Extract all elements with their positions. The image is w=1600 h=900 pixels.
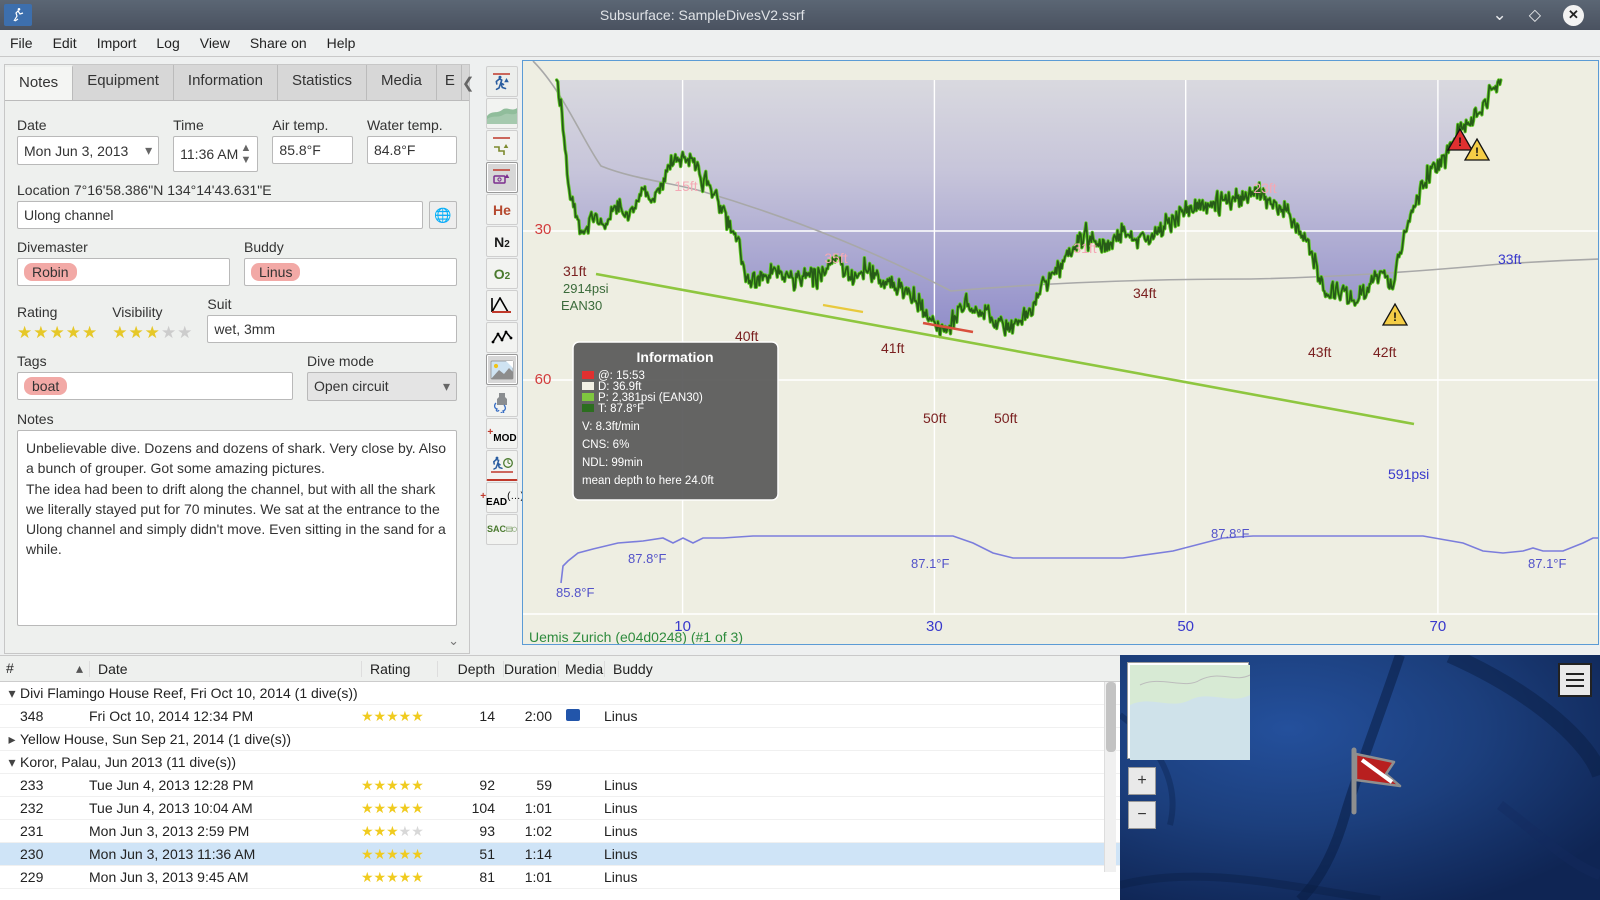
svg-text:mean depth to here 24.0ft: mean depth to here 24.0ft (582, 475, 715, 487)
svg-text:43ft: 43ft (1308, 344, 1331, 360)
svg-text:NDL: 99min: NDL: 99min (582, 457, 643, 469)
svg-text:CNS: 6%: CNS: 6% (582, 439, 629, 451)
svg-text:Information: Information (637, 349, 714, 365)
svg-text:50ft: 50ft (923, 410, 946, 426)
svg-text:41ft: 41ft (881, 340, 904, 356)
svg-text:31ft: 31ft (1073, 240, 1096, 256)
svg-text:V: 8.3ft/min: V: 8.3ft/min (582, 421, 640, 433)
svg-text:30: 30 (926, 618, 943, 635)
svg-text:60: 60 (535, 371, 552, 388)
svg-text:35ft: 35ft (824, 250, 847, 266)
svg-text:!: ! (1458, 135, 1462, 149)
svg-text:50: 50 (1177, 618, 1194, 635)
svg-text:!: ! (1475, 145, 1479, 159)
svg-text:EAN30: EAN30 (561, 298, 602, 313)
svg-text:34ft: 34ft (1133, 285, 1156, 301)
svg-text:23ft: 23ft (1253, 180, 1276, 196)
svg-text:85.8°F: 85.8°F (556, 585, 595, 600)
svg-text:30: 30 (535, 221, 552, 238)
svg-text:591psi: 591psi (1388, 466, 1429, 482)
svg-text:15ft: 15ft (674, 178, 697, 194)
svg-text:87.8°F: 87.8°F (628, 551, 667, 566)
svg-text:87.1°F: 87.1°F (1528, 556, 1567, 571)
svg-text:!: ! (1393, 310, 1397, 324)
svg-text:50ft: 50ft (994, 410, 1017, 426)
svg-text:70: 70 (1430, 618, 1447, 635)
svg-text:Uemis Zurich (e04d0248) (#1 of: Uemis Zurich (e04d0248) (#1 of 3) (529, 629, 743, 645)
svg-text:33ft: 33ft (1498, 251, 1521, 267)
svg-text:31ft: 31ft (563, 263, 586, 279)
svg-text:42ft: 42ft (1373, 344, 1396, 360)
svg-text:87.8°F: 87.8°F (1211, 526, 1250, 541)
svg-text:87.1°F: 87.1°F (911, 556, 950, 571)
svg-text:2914psi: 2914psi (563, 281, 609, 296)
svg-text:T: 87.8°F: T: 87.8°F (598, 403, 644, 415)
